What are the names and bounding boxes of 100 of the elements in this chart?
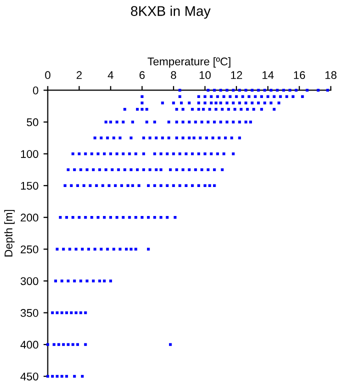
point xyxy=(84,311,87,314)
point xyxy=(214,102,218,104)
point xyxy=(109,152,112,156)
point xyxy=(101,184,104,187)
point xyxy=(96,216,100,219)
point xyxy=(244,102,248,104)
point xyxy=(131,120,134,124)
point xyxy=(73,374,76,378)
point xyxy=(106,136,109,140)
point xyxy=(62,343,65,346)
point xyxy=(232,120,235,124)
point xyxy=(254,95,257,98)
point xyxy=(153,216,156,219)
y-tick-label: 200 xyxy=(20,214,38,222)
point xyxy=(326,88,330,92)
x-tick-label: 2 xyxy=(76,71,82,79)
point xyxy=(222,95,226,98)
point xyxy=(60,374,64,378)
point xyxy=(270,102,272,104)
point xyxy=(175,136,178,140)
point xyxy=(108,184,110,187)
y-axis-title: Depth [m] xyxy=(4,210,15,256)
point xyxy=(244,120,248,124)
y-tick-label: 50 xyxy=(26,118,38,126)
point xyxy=(167,136,170,140)
point xyxy=(188,136,191,140)
point xyxy=(148,168,152,172)
point xyxy=(65,216,68,219)
point xyxy=(250,102,254,104)
y-tick-label: 450 xyxy=(20,372,38,380)
x-tick-label: 16 xyxy=(294,71,306,80)
point xyxy=(224,136,227,140)
point xyxy=(117,168,120,172)
point xyxy=(202,108,205,111)
point xyxy=(88,184,92,187)
point xyxy=(72,152,74,156)
point xyxy=(167,120,170,124)
point xyxy=(168,168,172,172)
point xyxy=(214,108,218,111)
point xyxy=(232,102,235,104)
point xyxy=(211,136,214,140)
point xyxy=(168,343,172,346)
point xyxy=(166,216,169,219)
y-tick-label: 100 xyxy=(21,150,38,158)
point xyxy=(65,374,68,378)
point xyxy=(182,108,184,111)
point xyxy=(96,152,100,156)
point xyxy=(285,95,288,98)
point xyxy=(226,88,228,92)
point xyxy=(66,343,70,346)
point xyxy=(172,102,175,104)
point xyxy=(198,136,202,140)
point xyxy=(301,95,304,98)
point xyxy=(178,184,182,187)
point xyxy=(140,102,144,104)
x-tick-label: 18 xyxy=(325,71,336,80)
point xyxy=(191,152,194,156)
point xyxy=(246,108,249,111)
point xyxy=(94,136,96,140)
point xyxy=(74,311,78,314)
point xyxy=(230,136,234,140)
point xyxy=(184,152,188,156)
point xyxy=(92,280,95,282)
point xyxy=(76,184,80,187)
y-tick-label: 250 xyxy=(20,245,38,254)
point xyxy=(206,88,210,92)
point xyxy=(216,95,219,98)
point xyxy=(134,216,138,219)
point xyxy=(58,216,62,219)
point xyxy=(219,102,222,104)
point xyxy=(282,88,285,92)
point xyxy=(51,311,54,314)
point xyxy=(238,102,241,104)
point xyxy=(104,120,108,124)
x-tick-label: 0 xyxy=(45,71,50,80)
point xyxy=(205,136,208,140)
point xyxy=(109,280,112,282)
point xyxy=(116,216,118,219)
point xyxy=(174,216,176,219)
point xyxy=(120,184,124,187)
point xyxy=(70,184,73,187)
point xyxy=(184,184,188,187)
point xyxy=(218,136,221,140)
point xyxy=(130,136,132,140)
point xyxy=(206,168,210,172)
point xyxy=(126,184,130,187)
point xyxy=(90,216,94,219)
point xyxy=(142,136,146,140)
point xyxy=(228,95,232,98)
point xyxy=(204,95,206,98)
point xyxy=(226,102,228,104)
point xyxy=(204,152,206,156)
point xyxy=(74,248,78,251)
point xyxy=(180,102,183,104)
point xyxy=(277,102,280,104)
point xyxy=(136,168,139,172)
point xyxy=(204,102,206,104)
point xyxy=(82,184,86,187)
point xyxy=(257,88,260,92)
point xyxy=(145,120,148,124)
